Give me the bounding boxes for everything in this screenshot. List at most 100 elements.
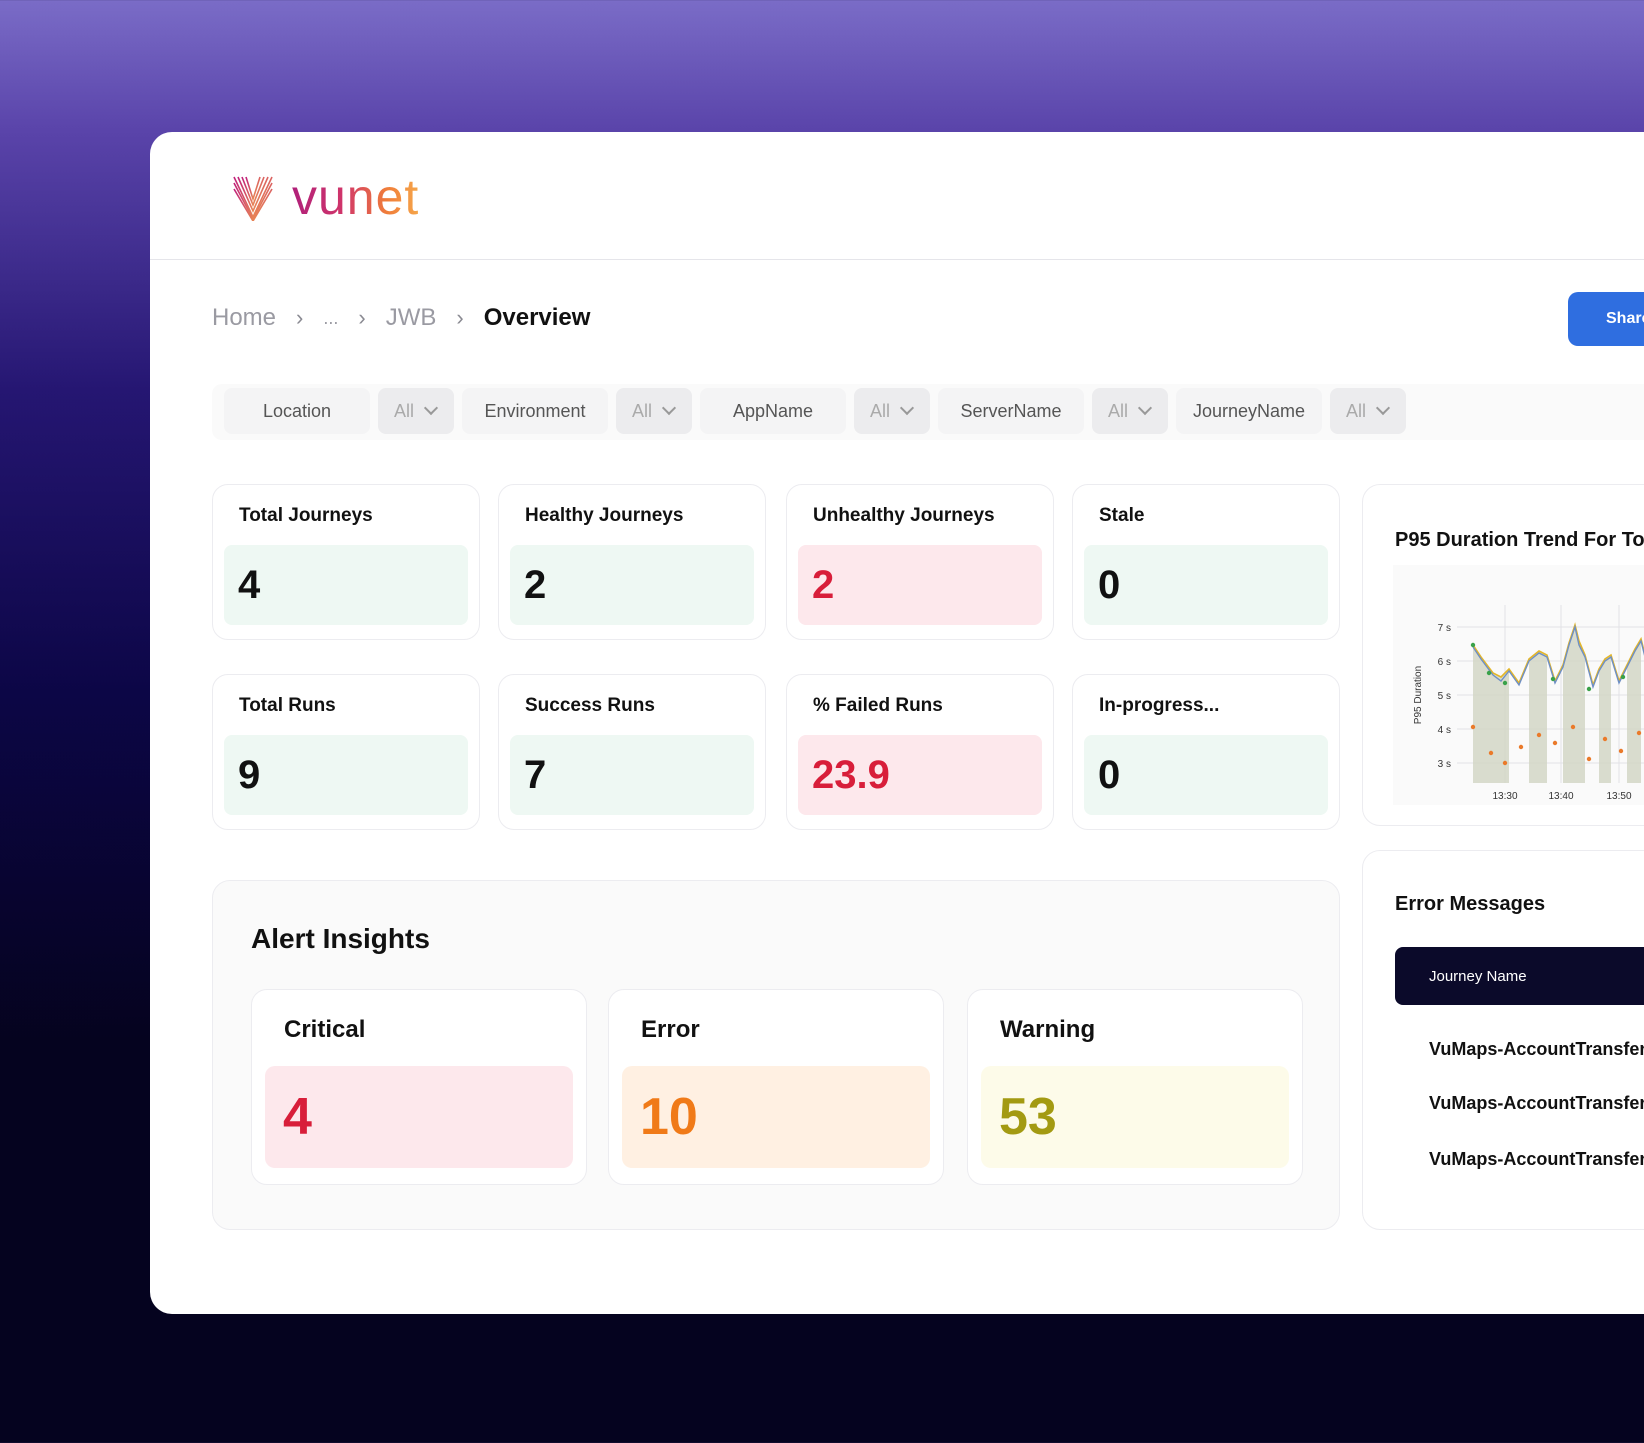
p95-trend-chart[interactable]: P95 Duration 7 s 6 s 5 s 4 s 3 s <box>1393 565 1644 805</box>
alert-insights-title: Alert Insights <box>251 923 430 954</box>
chevron-right-icon: › <box>296 305 304 330</box>
brand-logo[interactable]: vunet <box>232 172 419 222</box>
kpi-card-success-runs[interactable]: Success Runs 7 <box>498 674 766 830</box>
alert-label: Warning <box>1000 1016 1096 1043</box>
data-point <box>1536 732 1542 738</box>
alert-card-critical[interactable]: Critical 4 <box>251 989 587 1185</box>
breadcrumb: Home › ... › JWB › Overview <box>212 304 590 332</box>
filter-select-appname[interactable]: All <box>854 388 930 434</box>
filter-label-journeyname: JourneyName <box>1176 388 1322 434</box>
area-series <box>1473 625 1641 783</box>
kpi-title: Total Runs <box>239 695 336 716</box>
chevron-down-icon <box>423 400 439 416</box>
kpi-value: 0 <box>1084 545 1328 625</box>
filter-label-servername: ServerName <box>938 388 1084 434</box>
breadcrumb-ellipsis[interactable]: ... <box>323 307 339 328</box>
data-point <box>1518 744 1524 750</box>
series-line-2 <box>1472 624 1644 690</box>
kpi-title: Total Journeys <box>239 505 373 526</box>
kpi-title: Healthy Journeys <box>525 505 684 526</box>
kpi-card-unhealthy-journeys[interactable]: Unhealthy Journeys 2 <box>786 484 1054 640</box>
filter-select-journeyname[interactable]: All <box>1330 388 1406 434</box>
series-line-1 <box>1472 622 1644 688</box>
x-tick-label: 13:40 <box>1548 791 1573 802</box>
kpi-card-total-journeys[interactable]: Total Journeys 4 <box>212 484 480 640</box>
filter-select-location[interactable]: All <box>378 388 454 434</box>
kpi-card-failed-runs[interactable]: % Failed Runs 23.9 <box>786 674 1054 830</box>
error-table-header[interactable]: Journey Name <box>1395 947 1644 1005</box>
breadcrumb-home[interactable]: Home <box>212 304 277 331</box>
kpi-title: Stale <box>1099 505 1145 526</box>
filter-label-appname: AppName <box>700 388 846 434</box>
kpi-value: 2 <box>798 545 1042 625</box>
alert-value: 4 <box>265 1066 573 1168</box>
kpi-title: Unhealthy Journeys <box>813 505 995 526</box>
alert-card-error[interactable]: Error 10 <box>608 989 944 1185</box>
app-window: vunet Home › ... › JWB › Overview Share … <box>150 132 1644 1314</box>
y-tick-label: 6 s <box>1438 657 1451 668</box>
x-tick-label: 13:30 <box>1492 791 1517 802</box>
alert-insights-panel: Alert Insights Critical 4 Error 10 Warni… <box>212 880 1340 1230</box>
error-messages-card: Error Messages Journey Name VuMaps-Accou… <box>1362 850 1644 1230</box>
data-point <box>1502 680 1508 686</box>
chart-title: P95 Duration Trend For Top <box>1395 529 1644 551</box>
brand-name: vunet <box>292 169 420 225</box>
data-point <box>1570 724 1576 730</box>
data-point <box>1586 686 1592 692</box>
data-point <box>1636 730 1642 736</box>
vunet-logo-icon <box>233 176 273 221</box>
y-tick-label: 3 s <box>1438 759 1451 770</box>
kpi-value: 2 <box>510 545 754 625</box>
filter-select-servername[interactable]: All <box>1092 388 1168 434</box>
y-tick-label: 4 s <box>1438 725 1451 736</box>
error-row[interactable]: VuMaps-AccountTransfer <box>1429 1149 1644 1169</box>
chevron-right-icon: › <box>358 305 366 330</box>
alert-value: 10 <box>622 1066 930 1168</box>
data-point <box>1470 642 1476 648</box>
kpi-card-in-progress[interactable]: In-progress... 0 <box>1072 674 1340 830</box>
alert-value: 53 <box>981 1066 1289 1168</box>
kpi-value: 23.9 <box>798 735 1042 815</box>
data-point <box>1486 670 1492 676</box>
data-point <box>1586 756 1592 762</box>
error-row[interactable]: VuMaps-AccountTransfer <box>1429 1093 1644 1113</box>
chevron-down-icon <box>661 400 677 416</box>
data-point <box>1550 676 1556 682</box>
filter-label-location: Location <box>224 388 370 434</box>
y-tick-label: 7 s <box>1438 623 1451 634</box>
data-point <box>1618 748 1624 754</box>
chevron-right-icon: › <box>456 305 464 330</box>
alert-card-warning[interactable]: Warning 53 <box>967 989 1303 1185</box>
error-row[interactable]: VuMaps-AccountTransfer <box>1429 1039 1644 1059</box>
filter-value: All <box>870 400 891 421</box>
kpi-title: % Failed Runs <box>813 695 943 716</box>
chevron-down-icon <box>899 400 915 416</box>
x-tick-label: 13:50 <box>1606 791 1631 802</box>
kpi-card-healthy-journeys[interactable]: Healthy Journeys 2 <box>498 484 766 640</box>
kpi-value: 9 <box>224 735 468 815</box>
kpi-value: 0 <box>1084 735 1328 815</box>
kpi-title: In-progress... <box>1099 695 1220 716</box>
p95-trend-card: P95 Duration Trend For Top P95 Duration … <box>1362 484 1644 826</box>
data-point <box>1552 740 1558 746</box>
data-point <box>1470 724 1476 730</box>
y-axis-label: P95 Duration <box>1413 666 1424 724</box>
filter-select-environment[interactable]: All <box>616 388 692 434</box>
filter-bar: Location All Environment All AppName All… <box>212 384 1644 440</box>
kpi-card-total-runs[interactable]: Total Runs 9 <box>212 674 480 830</box>
data-point <box>1502 760 1508 766</box>
data-point <box>1488 750 1494 756</box>
kpi-card-stale[interactable]: Stale 0 <box>1072 484 1340 640</box>
filter-value: All <box>1108 400 1129 421</box>
filter-value: All <box>394 400 415 421</box>
alert-label: Critical <box>284 1016 366 1043</box>
data-point <box>1602 736 1608 742</box>
chevron-down-icon <box>1137 400 1153 416</box>
filter-value: All <box>632 400 653 421</box>
breadcrumb-parent[interactable]: JWB <box>385 304 437 331</box>
kpi-title: Success Runs <box>525 695 655 716</box>
chevron-down-icon <box>1375 400 1391 416</box>
alert-label: Error <box>641 1016 700 1043</box>
share-button[interactable]: Share <box>1568 292 1644 346</box>
filter-value: All <box>1346 400 1367 421</box>
